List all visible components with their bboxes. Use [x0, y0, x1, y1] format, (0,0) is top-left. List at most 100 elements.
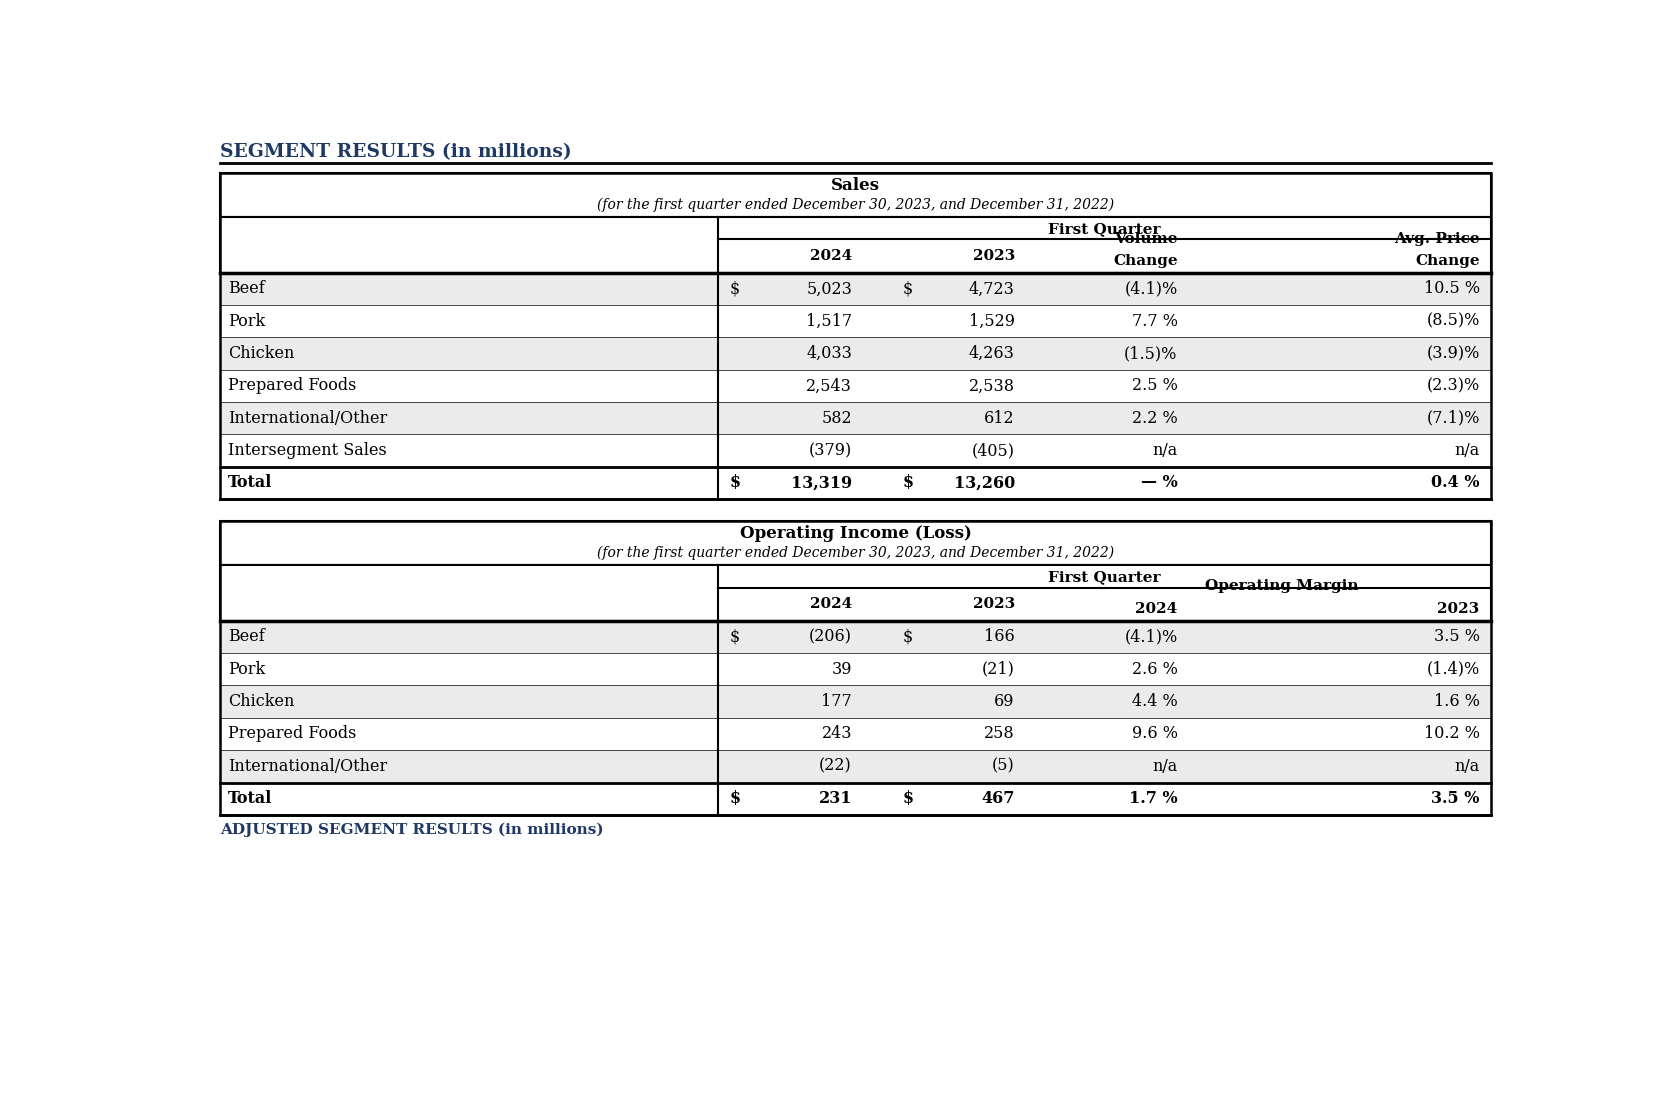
Text: (for the first quarter ended December 30, 2023, and December 31, 2022): (for the first quarter ended December 30… [598, 546, 1114, 560]
Text: n/a: n/a [1455, 758, 1480, 775]
Bar [220, 783, 1491, 815]
Text: 13,319: 13,319 [792, 474, 852, 492]
Text: $: $ [902, 281, 912, 297]
Bar [220, 718, 1491, 750]
Text: Operating Margin: Operating Margin [1206, 579, 1359, 594]
Text: (8.5)%: (8.5)% [1426, 313, 1480, 330]
Bar [220, 338, 1491, 370]
Bar [220, 435, 1491, 467]
Text: First Quarter: First Quarter [1049, 570, 1161, 585]
Text: 2.5 %: 2.5 % [1132, 378, 1177, 395]
Bar [220, 467, 1491, 499]
Text: Operating Income (Loss): Operating Income (Loss) [740, 524, 972, 542]
Text: 10.5 %: 10.5 % [1423, 281, 1480, 297]
Bar [220, 750, 1491, 783]
Text: 1.6 %: 1.6 % [1435, 693, 1480, 710]
Text: 0.4 %: 0.4 % [1431, 474, 1480, 492]
Text: 2.2 %: 2.2 % [1132, 410, 1177, 427]
Text: $: $ [730, 281, 740, 297]
Bar [220, 521, 1491, 566]
Bar [220, 217, 1491, 273]
Bar [220, 305, 1491, 338]
Text: (379): (379) [808, 442, 852, 459]
Text: 467: 467 [982, 790, 1015, 807]
Text: Prepared Foods: Prepared Foods [229, 378, 356, 395]
Text: $: $ [730, 790, 741, 807]
Text: 4,723: 4,723 [969, 281, 1015, 297]
Text: 5,023: 5,023 [807, 281, 852, 297]
Bar [220, 172, 1491, 217]
Text: Pork: Pork [229, 661, 266, 678]
Text: 4.4 %: 4.4 % [1132, 693, 1177, 710]
Text: 2,538: 2,538 [969, 378, 1015, 395]
Text: (4.1)%: (4.1)% [1124, 628, 1177, 645]
Text: 2024: 2024 [1136, 601, 1177, 616]
Bar [220, 172, 1491, 499]
Bar [220, 620, 1491, 653]
Text: First Quarter: First Quarter [1049, 222, 1161, 237]
Text: $: $ [902, 474, 913, 492]
Text: (405): (405) [972, 442, 1015, 459]
Text: SEGMENT RESULTS (in millions): SEGMENT RESULTS (in millions) [220, 143, 573, 161]
Text: 3.5 %: 3.5 % [1431, 790, 1480, 807]
Text: 69: 69 [994, 693, 1015, 710]
Text: Pork: Pork [229, 313, 266, 330]
Text: 2024: 2024 [810, 597, 852, 612]
Bar [220, 653, 1491, 685]
Text: (7.1)%: (7.1)% [1426, 410, 1480, 427]
Text: (21): (21) [982, 661, 1015, 678]
Text: 166: 166 [984, 628, 1015, 645]
Text: ADJUSTED SEGMENT RESULTS (in millions): ADJUSTED SEGMENT RESULTS (in millions) [220, 823, 605, 837]
Text: $: $ [902, 628, 912, 645]
Bar [220, 273, 1491, 305]
Text: 2024: 2024 [810, 249, 852, 263]
Text: 258: 258 [984, 726, 1015, 742]
Text: 9.6 %: 9.6 % [1132, 726, 1177, 742]
Text: 7.7 %: 7.7 % [1132, 313, 1177, 330]
Text: (22): (22) [820, 758, 852, 775]
Text: 39: 39 [832, 661, 852, 678]
Text: (2.3)%: (2.3)% [1426, 378, 1480, 395]
Text: 612: 612 [984, 410, 1015, 427]
Text: 4,263: 4,263 [969, 345, 1015, 362]
Text: (1.4)%: (1.4)% [1426, 661, 1480, 678]
Text: Change: Change [1414, 254, 1480, 267]
Text: Intersegment Sales: Intersegment Sales [229, 442, 387, 459]
Text: International/Other: International/Other [229, 410, 387, 427]
Text: (3.9)%: (3.9)% [1426, 345, 1480, 362]
Text: 582: 582 [822, 410, 852, 427]
Text: 1,529: 1,529 [969, 313, 1015, 330]
Text: 2023: 2023 [972, 249, 1015, 263]
Text: 2023: 2023 [1438, 601, 1480, 616]
Text: Avg. Price: Avg. Price [1394, 233, 1480, 246]
Text: 3.5 %: 3.5 % [1435, 628, 1480, 645]
Bar [220, 370, 1491, 402]
Text: (5): (5) [992, 758, 1015, 775]
Text: (4.1)%: (4.1)% [1124, 281, 1177, 297]
Text: Chicken: Chicken [229, 693, 294, 710]
Text: 231: 231 [818, 790, 852, 807]
Text: — %: — % [1141, 474, 1177, 492]
Text: $: $ [730, 628, 740, 645]
Text: Volume: Volume [1114, 233, 1177, 246]
Text: Total: Total [229, 474, 272, 492]
Text: 243: 243 [822, 726, 852, 742]
Text: 177: 177 [822, 693, 852, 710]
Text: 10.2 %: 10.2 % [1425, 726, 1480, 742]
Bar [220, 521, 1491, 815]
Text: Chicken: Chicken [229, 345, 294, 362]
Text: 2.6 %: 2.6 % [1132, 661, 1177, 678]
Text: (for the first quarter ended December 30, 2023, and December 31, 2022): (for the first quarter ended December 30… [598, 198, 1114, 212]
Text: n/a: n/a [1152, 442, 1177, 459]
Text: (1.5)%: (1.5)% [1124, 345, 1177, 362]
Text: Change: Change [1112, 254, 1177, 267]
Text: n/a: n/a [1455, 442, 1480, 459]
Text: n/a: n/a [1152, 758, 1177, 775]
Text: $: $ [730, 474, 741, 492]
Text: Prepared Foods: Prepared Foods [229, 726, 356, 742]
Text: International/Other: International/Other [229, 758, 387, 775]
Text: Total: Total [229, 790, 272, 807]
Text: (206): (206) [808, 628, 852, 645]
Text: 2,543: 2,543 [807, 378, 852, 395]
Bar [220, 685, 1491, 718]
